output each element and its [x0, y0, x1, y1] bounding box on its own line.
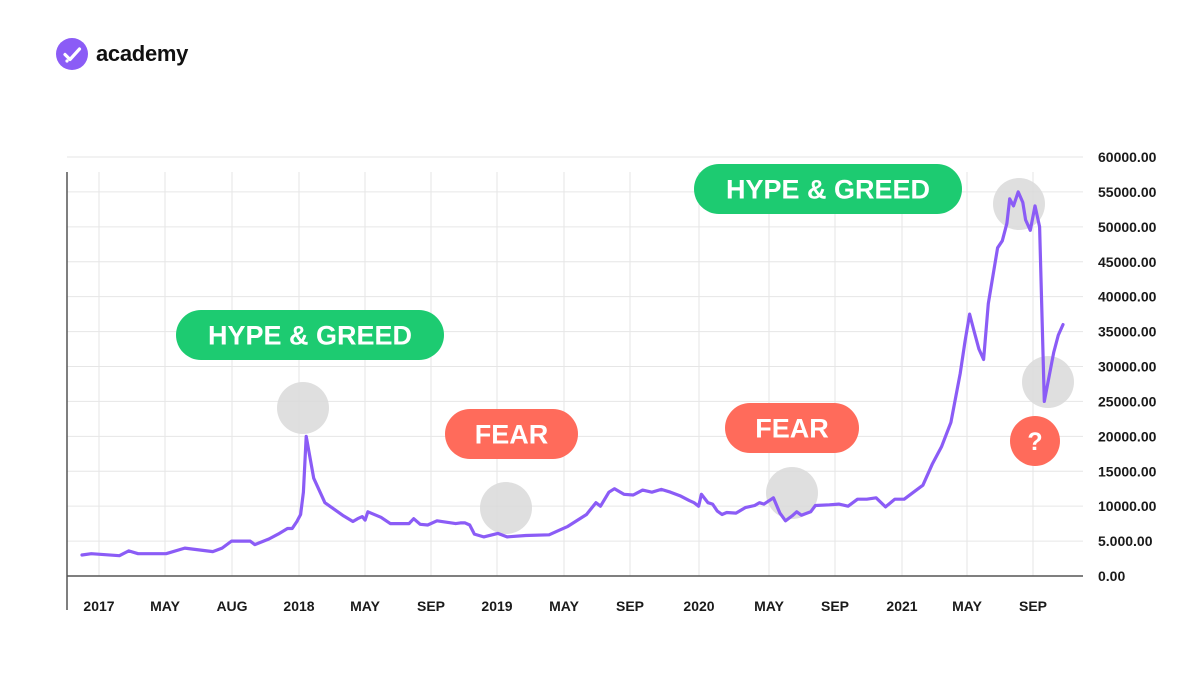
- x-tick-label: 2019: [481, 598, 512, 614]
- y-tick-label: 45000.00: [1098, 254, 1157, 270]
- annotation-text: HYPE & GREED: [726, 175, 930, 205]
- y-tick-label: 30000.00: [1098, 359, 1157, 375]
- highlight-marker: [766, 467, 818, 519]
- x-tick-label: 2021: [886, 598, 917, 614]
- y-tick-label: 0.00: [1098, 568, 1125, 584]
- fear-label-pill: [445, 409, 578, 459]
- y-tick-label: 50000.00: [1098, 219, 1157, 235]
- brand-name: academy: [96, 41, 189, 66]
- x-tick-label: SEP: [417, 598, 445, 614]
- question-badge: [1010, 416, 1060, 466]
- y-tick-label: 20000.00: [1098, 428, 1157, 444]
- highlight-marker: [277, 382, 329, 434]
- y-tick-label: 40000.00: [1098, 289, 1157, 305]
- y-tick-label: 5.000.00: [1098, 533, 1153, 549]
- x-tick-label: 2020: [683, 598, 714, 614]
- x-tick-label: SEP: [1019, 598, 1047, 614]
- annotation-text: FEAR: [755, 414, 829, 444]
- y-tick-label: 55000.00: [1098, 184, 1157, 200]
- brand-logo: academy: [56, 38, 188, 70]
- greed-label-pill: [694, 164, 962, 214]
- x-tick-label: MAY: [754, 598, 784, 614]
- x-tick-label: MAY: [549, 598, 579, 614]
- x-tick-label: SEP: [821, 598, 849, 614]
- x-tick-label: MAY: [150, 598, 180, 614]
- y-tick-label: 25000.00: [1098, 393, 1157, 409]
- y-tick-label: 60000.00: [1098, 149, 1157, 165]
- x-tick-label: 2018: [283, 598, 314, 614]
- x-tick-label: MAY: [952, 598, 982, 614]
- annotation-text: ?: [1027, 428, 1042, 456]
- highlight-marker: [480, 482, 532, 534]
- y-tick-label: 35000.00: [1098, 324, 1157, 340]
- annotation-text: FEAR: [475, 420, 549, 450]
- x-tick-label: SEP: [616, 598, 644, 614]
- x-tick-label: AUG: [216, 598, 247, 614]
- x-tick-label: MAY: [350, 598, 380, 614]
- x-tick-label: 2017: [83, 598, 114, 614]
- annotation-text: HYPE & GREED: [208, 321, 412, 351]
- checkmark-icon: [56, 38, 88, 70]
- fear-label-pill: [725, 403, 859, 453]
- y-tick-label: 10000.00: [1098, 498, 1157, 514]
- y-tick-label: 15000.00: [1098, 463, 1157, 479]
- greed-label-pill: [176, 310, 444, 360]
- price-line: [80, 190, 1065, 558]
